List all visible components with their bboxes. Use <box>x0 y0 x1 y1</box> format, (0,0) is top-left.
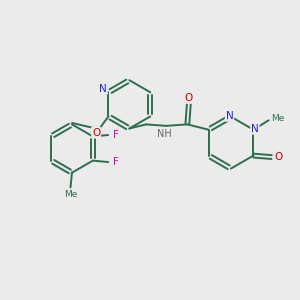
Text: Me: Me <box>272 114 285 123</box>
Text: F: F <box>112 130 118 140</box>
Text: F: F <box>112 157 118 167</box>
Text: O: O <box>92 128 100 138</box>
Text: N: N <box>251 124 259 134</box>
Text: N: N <box>99 84 107 94</box>
Text: NH: NH <box>157 129 172 139</box>
Text: N: N <box>226 111 233 121</box>
Text: Me: Me <box>64 190 77 199</box>
Text: O: O <box>185 93 193 103</box>
Text: O: O <box>274 152 282 162</box>
